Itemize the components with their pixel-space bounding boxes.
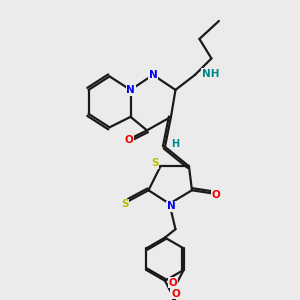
Text: N: N — [148, 70, 158, 80]
Text: H: H — [172, 140, 180, 149]
Text: O: O — [171, 289, 180, 298]
Text: O: O — [212, 190, 220, 200]
Text: S: S — [151, 158, 159, 168]
Text: NH: NH — [202, 69, 219, 79]
Text: S: S — [121, 199, 128, 209]
Text: O: O — [169, 278, 178, 288]
Text: O: O — [125, 135, 134, 145]
Text: N: N — [126, 85, 135, 95]
Text: N: N — [167, 201, 175, 211]
